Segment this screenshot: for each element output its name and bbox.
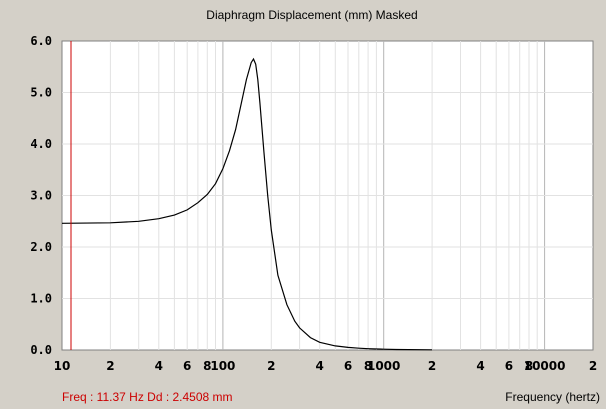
- x-tick-label: 1000: [367, 359, 400, 373]
- y-tick-label: 0.0: [30, 343, 52, 357]
- y-tick-label: 1.0: [30, 292, 52, 306]
- y-tick-label: 5.0: [30, 86, 52, 100]
- cursor-readout: Freq : 11.37 Hz Dd : 2.4508 mm: [62, 390, 233, 404]
- x-tick-label: 2: [428, 359, 436, 373]
- x-tick-label: 10: [54, 359, 71, 373]
- x-tick-label: 2: [589, 359, 597, 373]
- x-tick-label: 8: [525, 359, 533, 373]
- x-tick-label: 4: [476, 359, 484, 373]
- x-tick-label: 6: [505, 359, 513, 373]
- y-tick-label: 2.0: [30, 240, 52, 254]
- chart-title: Diaphragm Displacement (mm) Masked: [206, 8, 417, 22]
- grid-lines: [62, 41, 593, 350]
- x-tick-label: 2: [267, 359, 275, 373]
- x-tick-label: 4: [316, 359, 324, 373]
- x-tick-label: 8: [203, 359, 211, 373]
- x-tick-label: 8: [364, 359, 372, 373]
- y-tick-label: 6.0: [30, 34, 52, 48]
- y-tick-label: 3.0: [30, 189, 52, 203]
- series-layer: [61, 57, 433, 351]
- y-axis: 0.0 1.0 2.0 3.0 4.0 5.0 6.0: [30, 34, 52, 357]
- x-tick-label: 6: [344, 359, 352, 373]
- series-line: [61, 57, 433, 351]
- x-tick-label: 10000: [524, 359, 566, 373]
- y-tick-label: 4.0: [30, 137, 52, 151]
- x-tick-label: 100: [210, 359, 235, 373]
- x-tick-label: 6: [183, 359, 191, 373]
- x-axis-label: Frequency (hertz): [505, 390, 600, 404]
- x-tick-label: 2: [106, 359, 114, 373]
- x-tick-label: 4: [155, 359, 163, 373]
